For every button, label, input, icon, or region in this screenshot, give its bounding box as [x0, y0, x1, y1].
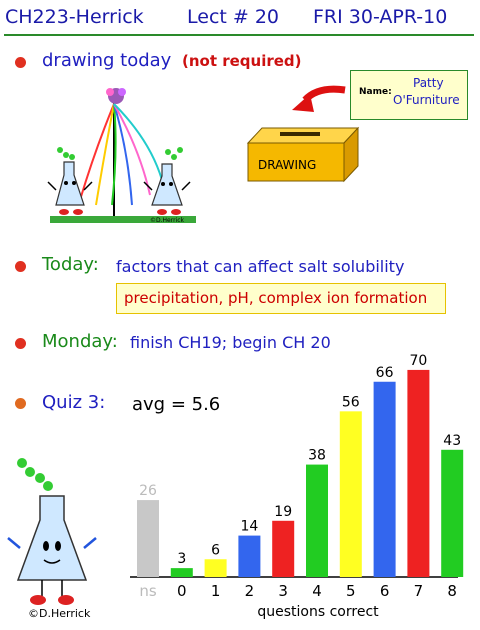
course-title: CH223-Herrick: [5, 6, 144, 28]
monday-text: finish CH19; begin CH 20: [130, 333, 331, 352]
drawing-note: (not required): [182, 52, 302, 70]
header-divider: [4, 34, 474, 36]
credit-text: ©D.Herrick: [28, 607, 91, 620]
bar-value-label: 38: [308, 448, 326, 464]
lecture-date: FRI 30-APR-10: [313, 6, 448, 28]
today-text: factors that can affect salt solubility: [116, 257, 405, 276]
topics-text: precipitation, pH, complex ion formation: [124, 289, 428, 307]
arrow-icon: [292, 85, 346, 112]
bar-ns: [137, 500, 159, 577]
bar-1: [204, 559, 227, 577]
bullet-icon: [15, 338, 26, 349]
name-line2: O'Furniture: [393, 93, 460, 107]
x-tick-label: 6: [380, 582, 390, 600]
x-tick-label: 2: [245, 582, 255, 600]
x-tick-label: 1: [211, 582, 221, 600]
bullet-icon: [15, 57, 26, 68]
x-tick-label: 7: [414, 582, 424, 600]
name-line1: Patty: [413, 76, 444, 90]
bar-value-label: 26: [139, 483, 157, 499]
today-label: Today:: [42, 254, 99, 275]
bar-3: [272, 520, 295, 577]
quiz-label: Quiz 3:: [42, 392, 106, 413]
x-axis-label: questions correct: [257, 604, 379, 620]
bar-value-label: 43: [443, 433, 461, 449]
x-tick-label: 0: [177, 582, 187, 600]
drawing-label: drawing today: [42, 50, 172, 71]
x-tick-label: 3: [278, 582, 288, 600]
maypole-credit: ©D.Herrick: [150, 217, 185, 224]
header-bar: CH223-Herrick Lect # 20 FRI 30-APR-10: [0, 0, 480, 36]
bar-0: [170, 568, 193, 577]
bar-value-label: 6: [211, 542, 220, 558]
bullet-icon: [15, 398, 26, 409]
bar-value-label: 66: [376, 365, 394, 381]
monday-label: Monday:: [42, 331, 118, 352]
bullet-icon: [15, 261, 26, 272]
bar-7: [407, 369, 430, 577]
x-tick-label: ns: [139, 582, 157, 600]
bar-2: [238, 535, 261, 577]
flask-mascot-illustration: [7, 458, 97, 605]
bar-4: [306, 464, 328, 577]
bar-value-label: 14: [240, 519, 258, 535]
bar-value-label: 56: [342, 394, 360, 410]
name-card: Name: Patty O'Furniture: [350, 70, 468, 120]
bar-6: [373, 381, 396, 577]
bar-value-label: 3: [177, 551, 186, 567]
bar-value-label: 19: [274, 504, 292, 520]
bar-5: [339, 411, 362, 577]
topics-highlight: precipitation, pH, complex ion formation: [116, 283, 446, 314]
ballot-box-label: DRAWING: [258, 158, 316, 172]
ballot-box-illustration: [246, 126, 360, 183]
x-tick-label: 5: [346, 582, 356, 600]
name-label: Name:: [359, 87, 392, 97]
bar-8: [441, 449, 464, 577]
x-tick-label: 4: [312, 582, 322, 600]
maypole-illustration: [47, 88, 196, 223]
x-tick-label: 8: [447, 582, 457, 600]
lecture-number: Lect # 20: [187, 6, 280, 28]
quiz-average: avg = 5.6: [132, 394, 221, 415]
bar-value-label: 70: [409, 353, 427, 369]
